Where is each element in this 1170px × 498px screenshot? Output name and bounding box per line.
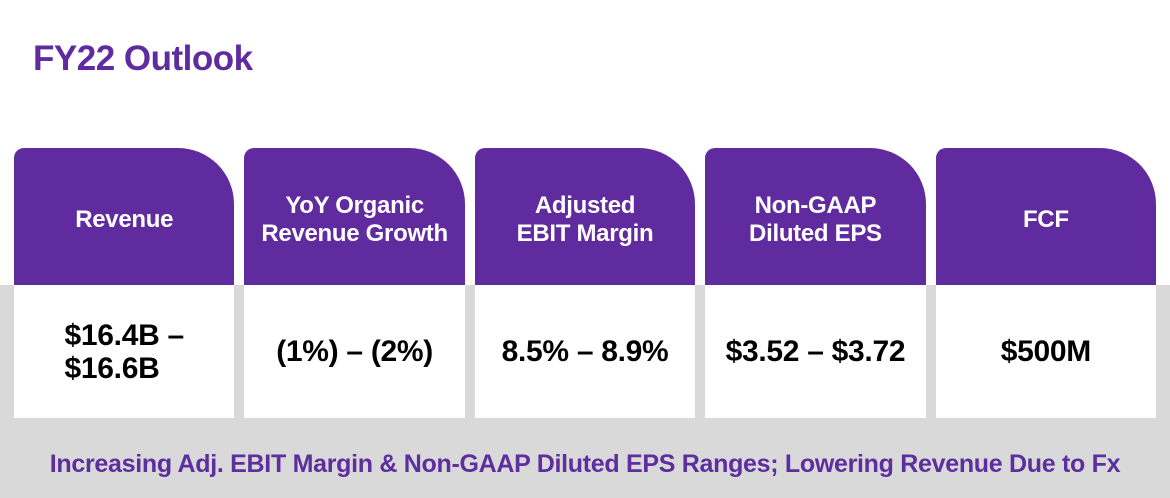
footer-note: Increasing Adj. EBIT Margin & Non-GAAP D…	[49, 450, 1121, 478]
card-value-revenue: $16.4B – $16.6B	[64, 318, 185, 385]
card-header-non-gaap-diluted-eps: Non-GAAP Diluted EPS	[705, 148, 926, 285]
card-header-yoy-organic-revenue-growth: YoY Organic Revenue Growth	[244, 148, 465, 285]
card-header-adjusted-ebit-margin: Adjusted EBIT Margin	[474, 148, 696, 285]
card-value-cell: 8.5% – 8.9%	[474, 285, 696, 418]
card-value-cell: $500M	[935, 285, 1157, 418]
outlook-cards-row: Revenue $16.4B – $16.6B YoY Organic Reve…	[14, 148, 1157, 418]
card-value-non-gaap-diluted-eps: $3.52 – $3.72	[725, 335, 906, 368]
card-value-cell: $16.4B – $16.6B	[14, 285, 235, 418]
card-value-cell: (1%) – (2%)	[244, 285, 465, 418]
outlook-card-adjusted-ebit-margin: Adjusted EBIT Margin 8.5% – 8.9%	[474, 148, 696, 418]
outlook-card-non-gaap-diluted-eps: Non-GAAP Diluted EPS $3.52 – $3.72	[705, 148, 926, 418]
card-value-fcf: $500M	[1000, 335, 1092, 368]
card-value-cell: $3.52 – $3.72	[705, 285, 926, 418]
outlook-card-fcf: FCF $500M	[935, 148, 1157, 418]
card-value-adjusted-ebit-margin: 8.5% – 8.9%	[501, 335, 669, 368]
page-title: FY22 Outlook	[33, 39, 253, 79]
card-header-revenue: Revenue	[14, 148, 235, 285]
outlook-card-revenue: Revenue $16.4B – $16.6B	[14, 148, 235, 418]
card-header-fcf: FCF	[935, 148, 1157, 285]
card-value-yoy-organic-revenue-growth: (1%) – (2%)	[276, 335, 433, 368]
outlook-card-yoy-organic-revenue-growth: YoY Organic Revenue Growth (1%) – (2%)	[244, 148, 465, 418]
